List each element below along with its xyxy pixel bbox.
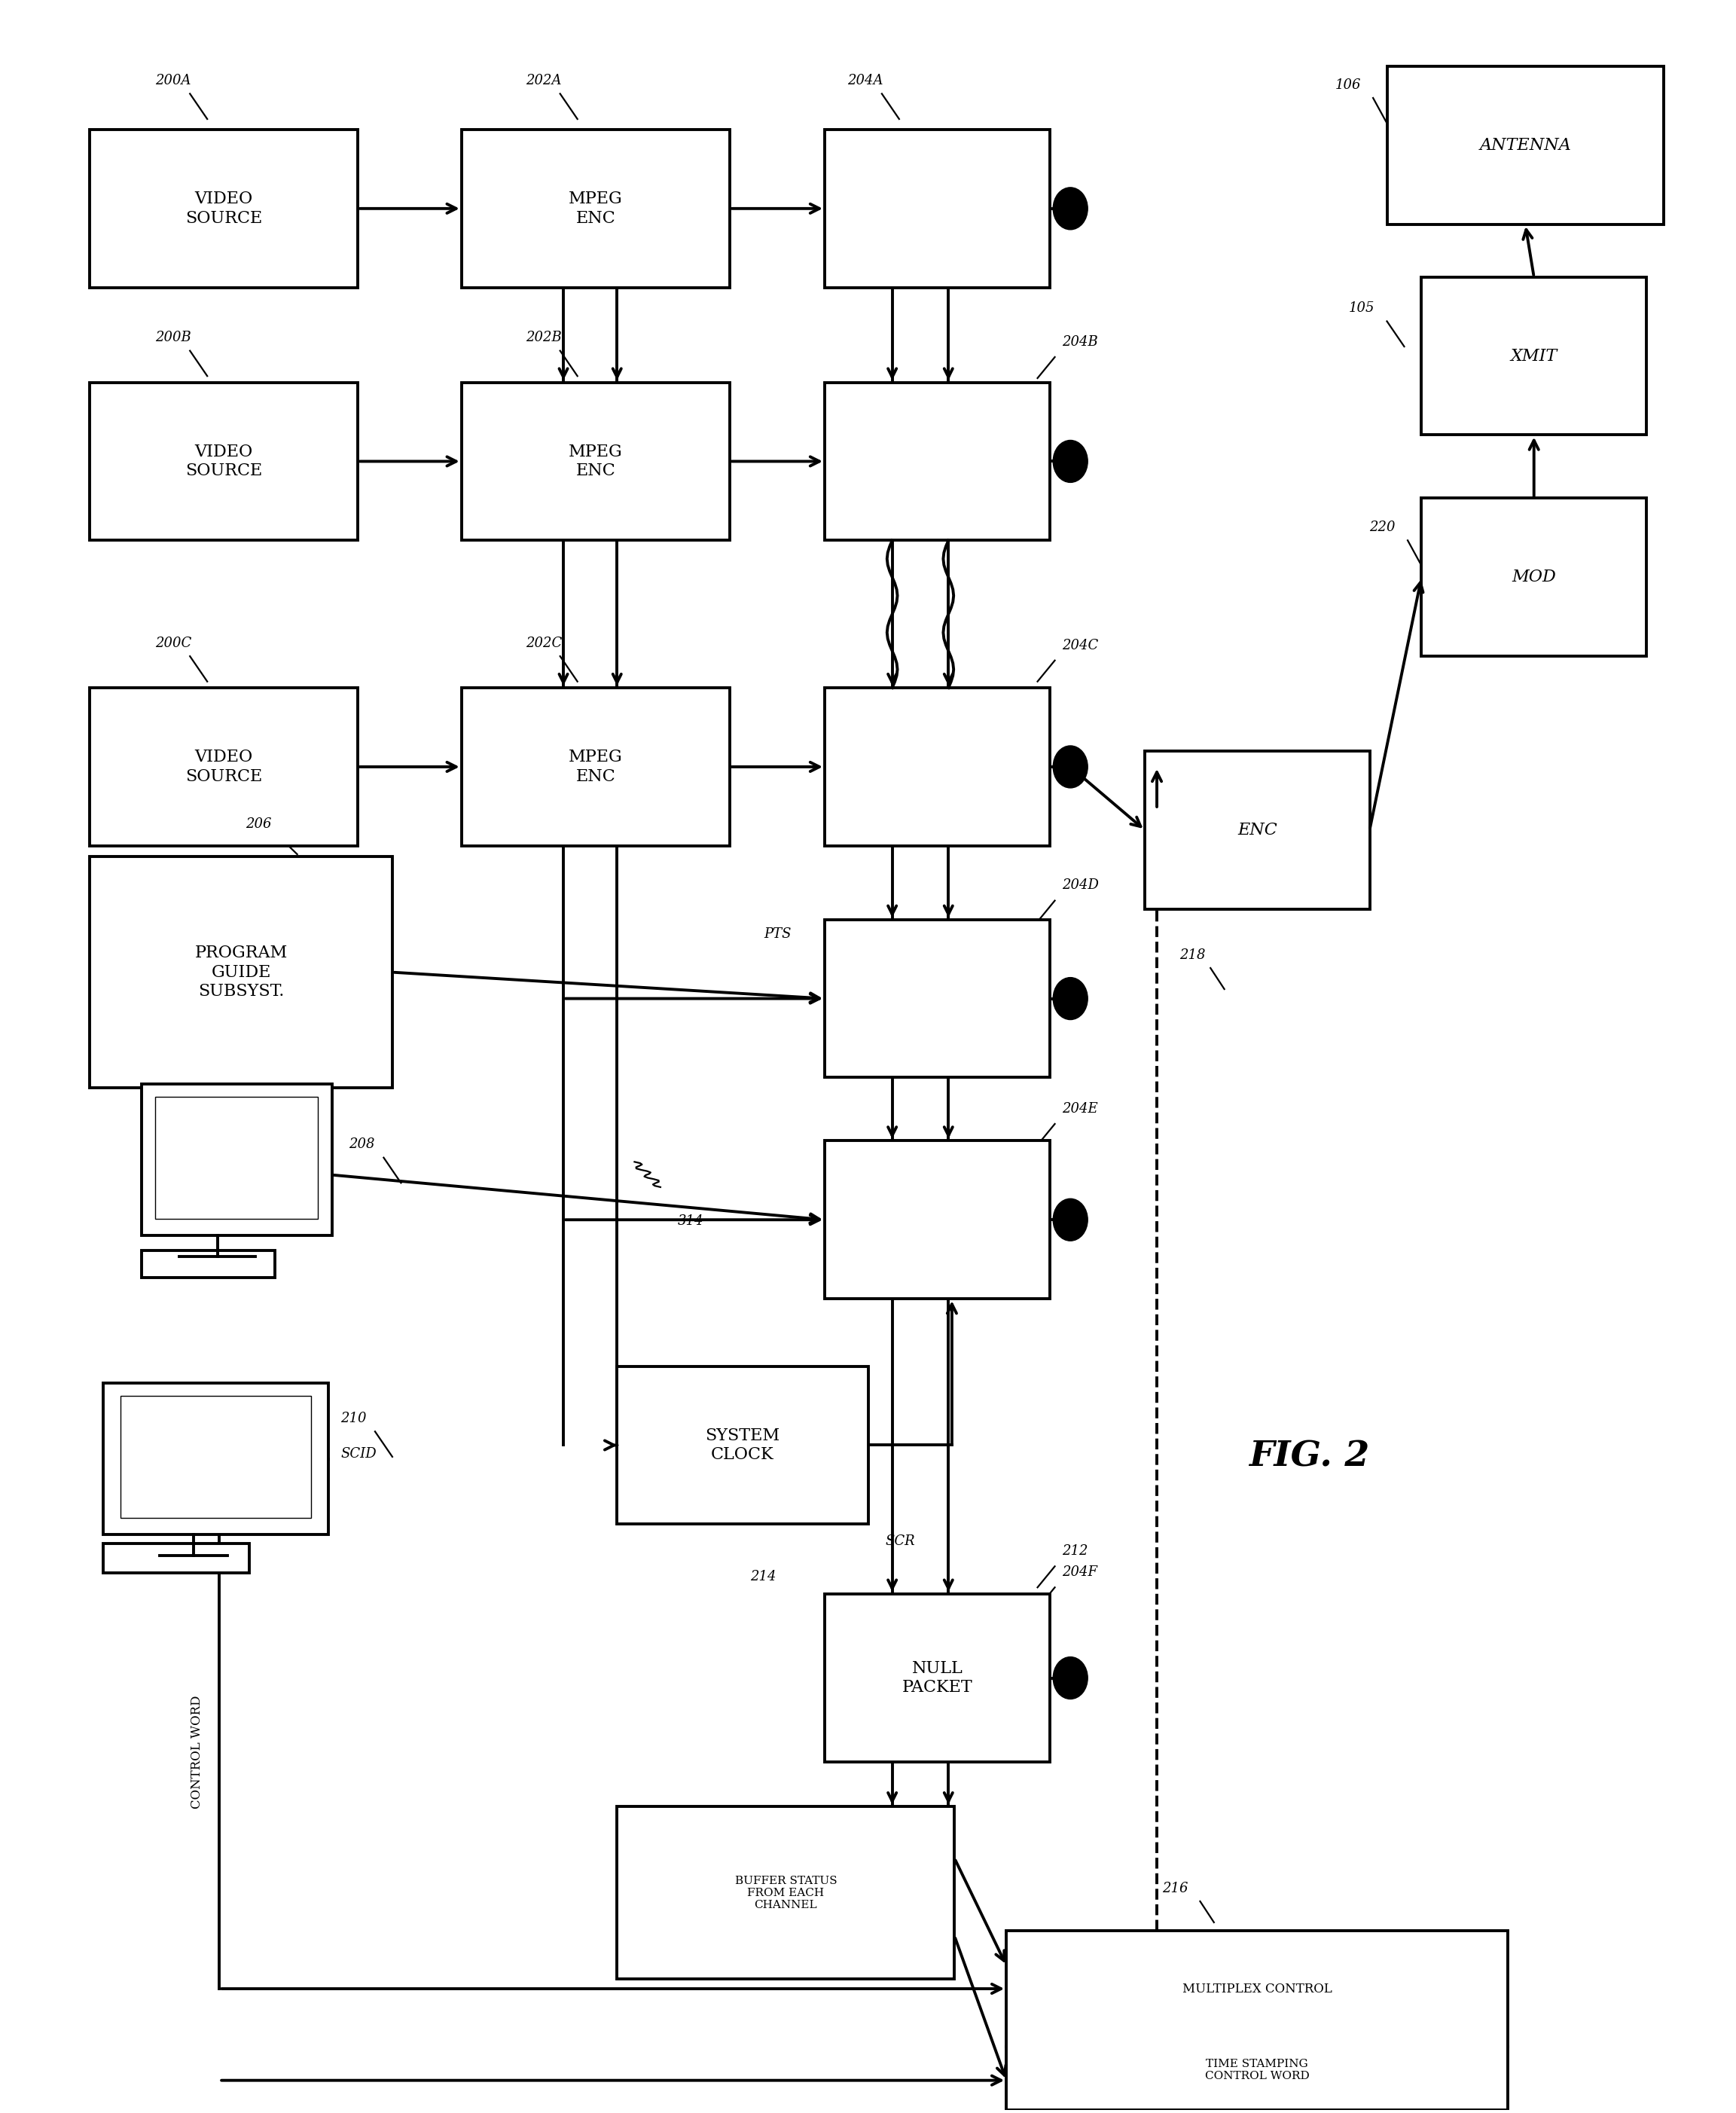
FancyBboxPatch shape [90,129,358,287]
Text: 202C: 202C [526,636,562,651]
FancyBboxPatch shape [90,382,358,541]
Text: CONTROL WORD: CONTROL WORD [191,1695,203,1809]
Text: 208: 208 [349,1137,375,1152]
Text: MULTIPLEX CONTROL: MULTIPLEX CONTROL [1182,1982,1332,1995]
FancyBboxPatch shape [122,1397,311,1517]
Text: VIDEO
SOURCE: VIDEO SOURCE [186,190,262,226]
Text: 202B: 202B [526,332,561,344]
Text: 204B: 204B [1062,336,1097,349]
Text: 216: 216 [1161,1881,1187,1895]
Text: XMIT: XMIT [1510,349,1557,363]
Text: BUFFER STATUS
FROM EACH
CHANNEL: BUFFER STATUS FROM EACH CHANNEL [734,1876,837,1910]
Circle shape [1054,440,1088,482]
Text: VIDEO
SOURCE: VIDEO SOURCE [186,444,262,480]
Text: 204E: 204E [1062,1101,1097,1116]
FancyBboxPatch shape [104,1384,328,1534]
Text: SCID: SCID [340,1447,377,1460]
FancyBboxPatch shape [90,856,392,1088]
Text: FIG. 2: FIG. 2 [1248,1439,1370,1475]
Circle shape [1054,188,1088,230]
Text: MPEG
ENC: MPEG ENC [569,748,623,784]
FancyBboxPatch shape [825,689,1050,845]
Text: TIME STAMPING
CONTROL WORD: TIME STAMPING CONTROL WORD [1205,2058,1309,2081]
Circle shape [1054,1657,1088,1699]
FancyBboxPatch shape [1387,66,1663,224]
FancyBboxPatch shape [142,1251,274,1278]
Text: 206: 206 [245,818,271,830]
Circle shape [1054,978,1088,1021]
FancyBboxPatch shape [1422,499,1646,657]
Text: MPEG
ENC: MPEG ENC [569,190,623,226]
Text: SCR: SCR [885,1534,915,1549]
FancyBboxPatch shape [1422,277,1646,435]
FancyBboxPatch shape [462,129,729,287]
Text: 214: 214 [750,1570,776,1583]
FancyBboxPatch shape [104,1542,250,1572]
Text: 218: 218 [1179,949,1205,961]
FancyBboxPatch shape [462,382,729,541]
Text: 106: 106 [1335,78,1361,91]
Text: 200B: 200B [155,332,191,344]
FancyBboxPatch shape [462,689,729,845]
FancyBboxPatch shape [142,1084,332,1236]
Text: 105: 105 [1349,302,1375,315]
FancyBboxPatch shape [825,1593,1050,1762]
Text: 210: 210 [340,1411,366,1424]
Text: ANTENNA: ANTENNA [1479,137,1571,154]
FancyBboxPatch shape [1144,750,1370,909]
FancyBboxPatch shape [825,382,1050,541]
Text: VIDEO
SOURCE: VIDEO SOURCE [186,748,262,784]
FancyBboxPatch shape [825,919,1050,1078]
Text: 314: 314 [677,1215,703,1228]
FancyBboxPatch shape [1007,1931,1509,2111]
Text: PTS: PTS [764,928,792,940]
Text: 204F: 204F [1062,1566,1097,1578]
Text: ENC: ENC [1238,822,1278,839]
FancyBboxPatch shape [825,1141,1050,1299]
Text: 200A: 200A [155,74,191,87]
FancyBboxPatch shape [155,1097,318,1219]
FancyBboxPatch shape [618,1367,868,1523]
Text: 220: 220 [1370,520,1396,535]
Text: 200C: 200C [155,636,191,651]
FancyBboxPatch shape [825,129,1050,287]
Circle shape [1054,746,1088,788]
Text: 204C: 204C [1062,638,1099,653]
Text: MOD: MOD [1512,568,1555,585]
Circle shape [1054,1198,1088,1240]
Text: MPEG
ENC: MPEG ENC [569,444,623,480]
FancyBboxPatch shape [90,689,358,845]
Text: SYSTEM
CLOCK: SYSTEM CLOCK [705,1428,779,1462]
Text: 204D: 204D [1062,879,1099,892]
FancyBboxPatch shape [618,1807,955,1980]
Text: 202A: 202A [526,74,561,87]
Text: NULL
PACKET: NULL PACKET [903,1661,972,1697]
Text: 204A: 204A [847,74,884,87]
Text: PROGRAM
GUIDE
SUBSYST.: PROGRAM GUIDE SUBSYST. [194,945,288,999]
Text: 212: 212 [1062,1545,1088,1557]
